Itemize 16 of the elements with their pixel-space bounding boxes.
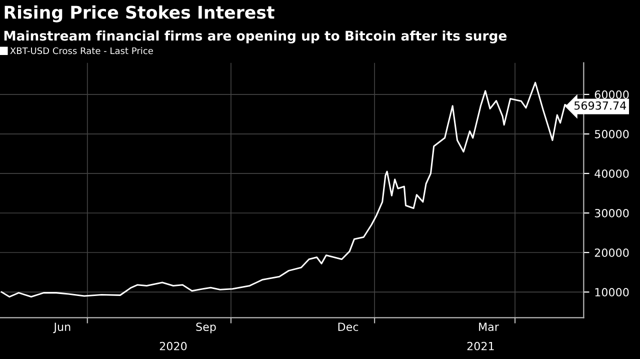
y-tick-label: 60000 xyxy=(594,90,629,99)
x2-tick-label: 2020 xyxy=(160,342,187,350)
y-tick-label: 40000 xyxy=(594,169,629,178)
x-tick-label: Jun xyxy=(53,322,70,334)
legend-label: XBT-USD Cross Rate - Last Price xyxy=(10,47,153,54)
chart-title: Rising Price Stokes Interest xyxy=(4,5,274,22)
chart-subtitle: Mainstream financial firms are opening up to Bitcoin after its surge xyxy=(4,30,507,44)
x-tick-label: Sep xyxy=(196,322,216,334)
x-tick-label: Mar xyxy=(479,322,499,332)
y-tick-label: 20000 xyxy=(594,248,629,257)
x-tick-label: Dec xyxy=(338,322,358,332)
y-tick-label: 10000 xyxy=(595,288,629,296)
y-tick-label: 30000 xyxy=(594,208,629,218)
annotation: 56937.74 xyxy=(574,101,626,110)
x2-tick-label: 2021 xyxy=(467,342,494,350)
y-tick-label: 50000 xyxy=(594,130,629,138)
